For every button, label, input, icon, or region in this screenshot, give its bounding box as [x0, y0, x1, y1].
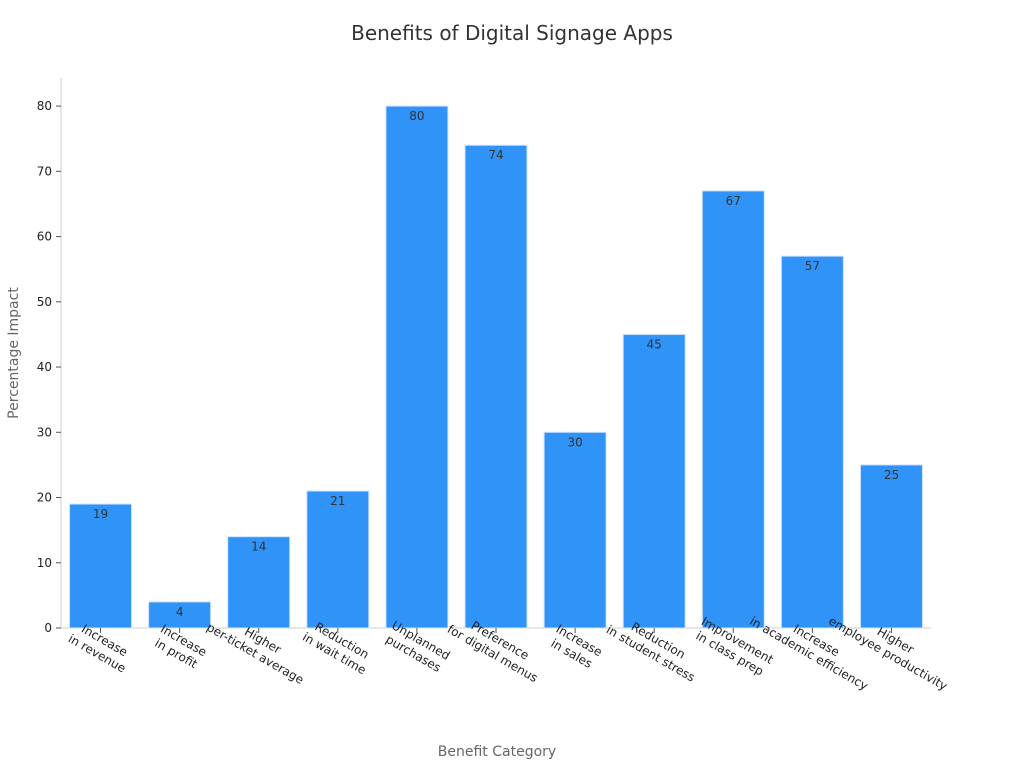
y-tick-label: 20 — [37, 491, 52, 505]
bar — [385, 105, 449, 629]
data-label: 21 — [330, 494, 345, 508]
data-label: 80 — [409, 109, 424, 123]
bar — [306, 490, 370, 629]
data-label: 57 — [805, 259, 820, 273]
data-label: 74 — [488, 148, 503, 162]
y-tick-label: 30 — [37, 425, 52, 439]
y-tick-label: 80 — [37, 99, 52, 113]
data-label: 30 — [567, 435, 582, 449]
data-label: 4 — [176, 605, 184, 619]
bar — [69, 503, 133, 629]
bar — [543, 431, 607, 629]
x-axis-label: Benefit Category — [438, 744, 556, 760]
data-label: 14 — [251, 540, 266, 554]
bar — [780, 255, 844, 629]
data-label: 25 — [884, 468, 899, 482]
bar — [701, 190, 765, 629]
x-tick-label: Increasein sales — [546, 622, 604, 673]
bar — [148, 601, 212, 629]
data-label: 19 — [93, 507, 108, 521]
bar — [622, 333, 686, 629]
y-tick-label: 70 — [37, 164, 52, 178]
x-tick-label: Increasein profit — [151, 622, 209, 673]
bar — [859, 464, 923, 629]
y-tick-label: 0 — [44, 621, 52, 635]
chart-title: Benefits of Digital Signage Apps — [351, 21, 673, 45]
y-tick-label: 40 — [37, 360, 52, 374]
y-axis-label: Percentage Impact — [6, 287, 22, 419]
data-label: 45 — [647, 337, 662, 351]
y-tick-label: 50 — [37, 295, 52, 309]
data-label: 67 — [726, 194, 741, 208]
y-tick-label: 60 — [37, 230, 52, 244]
y-tick-label: 10 — [37, 556, 52, 570]
bar — [464, 144, 528, 629]
